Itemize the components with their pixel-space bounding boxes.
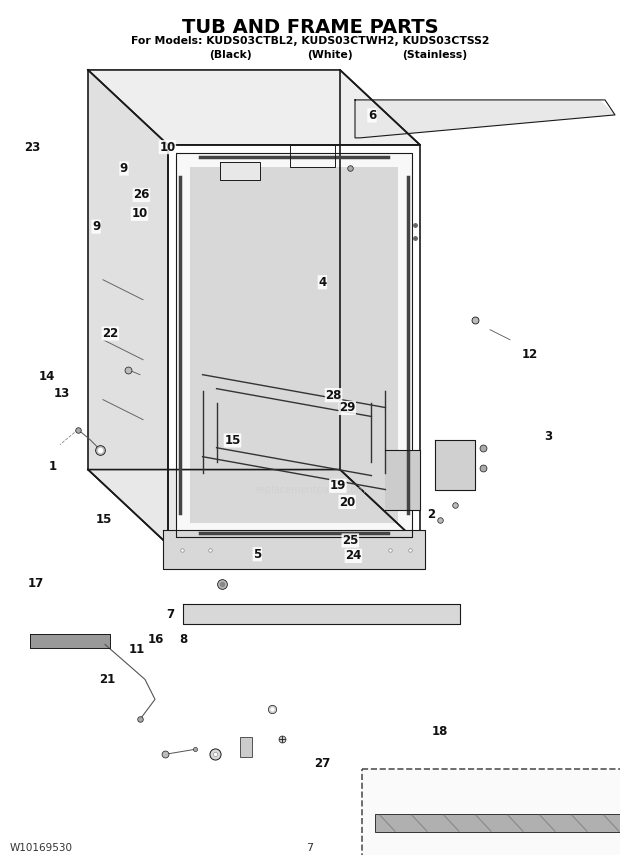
Polygon shape (88, 70, 168, 544)
Polygon shape (190, 167, 398, 522)
Text: 26: 26 (133, 188, 149, 201)
Polygon shape (220, 162, 260, 180)
Text: 12: 12 (522, 348, 538, 361)
Text: For Models: KUDS03CTBL2, KUDS03CTWH2, KUDS03CTSS2: For Models: KUDS03CTBL2, KUDS03CTWH2, KU… (131, 36, 489, 46)
Polygon shape (355, 100, 615, 138)
Text: (Black): (Black) (209, 50, 251, 60)
Text: 10: 10 (131, 207, 148, 220)
Text: 25: 25 (342, 534, 358, 547)
Polygon shape (183, 604, 460, 624)
Text: 6: 6 (368, 109, 376, 122)
Text: 19: 19 (330, 479, 346, 492)
Polygon shape (163, 530, 425, 569)
Polygon shape (240, 737, 252, 758)
Text: 9: 9 (120, 162, 128, 175)
Text: 7: 7 (306, 843, 314, 853)
Text: 2: 2 (427, 508, 435, 521)
Text: 11: 11 (128, 644, 144, 657)
Text: W10169530: W10169530 (10, 843, 73, 853)
Text: 9: 9 (92, 220, 100, 233)
Text: 16: 16 (148, 633, 164, 646)
Text: 20: 20 (339, 496, 355, 508)
Text: 1: 1 (48, 460, 57, 473)
Polygon shape (385, 449, 420, 509)
Text: 21: 21 (99, 674, 115, 687)
Polygon shape (88, 470, 420, 544)
Text: 24: 24 (345, 550, 361, 562)
Text: 14: 14 (38, 370, 55, 383)
Text: 18: 18 (432, 725, 448, 738)
Text: (Stainless): (Stainless) (402, 50, 467, 60)
Text: 28: 28 (326, 389, 342, 401)
Polygon shape (176, 153, 412, 537)
Bar (362, 770, 620, 856)
Text: 22: 22 (102, 327, 118, 340)
Text: 13: 13 (54, 387, 70, 400)
Text: 17: 17 (28, 577, 44, 590)
Polygon shape (30, 634, 110, 649)
Polygon shape (435, 440, 475, 490)
Polygon shape (375, 814, 620, 832)
Text: TUB AND FRAME PARTS: TUB AND FRAME PARTS (182, 18, 438, 37)
Polygon shape (88, 70, 420, 145)
Text: 10: 10 (159, 140, 175, 153)
Text: 8: 8 (179, 633, 187, 646)
Text: 15: 15 (224, 434, 241, 447)
Text: 29: 29 (339, 401, 355, 414)
Text: 3: 3 (544, 430, 553, 443)
Text: replacementparts.com: replacementparts.com (255, 484, 365, 495)
Text: 27: 27 (314, 758, 330, 770)
Text: (White): (White) (307, 50, 353, 60)
Text: 4: 4 (318, 276, 327, 288)
Text: 15: 15 (95, 514, 112, 526)
Text: 7: 7 (166, 608, 175, 621)
Text: 23: 23 (24, 140, 40, 153)
Text: 5: 5 (253, 548, 262, 561)
